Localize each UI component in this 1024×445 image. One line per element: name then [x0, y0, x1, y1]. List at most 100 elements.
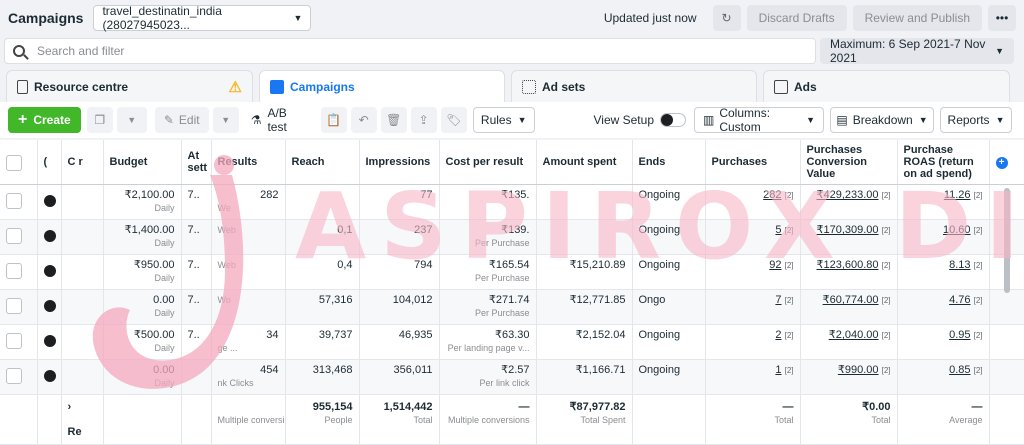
pcv-cell[interactable]: ₹2,040.00 [2]	[800, 324, 898, 360]
campaign-name-cell[interactable]	[61, 219, 104, 255]
pcv-cell[interactable]: ₹429,233.00 [2]	[800, 184, 898, 220]
date-range-picker[interactable]: Maximum: 6 Sep 2021-7 Nov 2021 ▼	[820, 37, 1014, 65]
breakdown-button[interactable]: ▤ Breakdown ▼	[830, 107, 934, 133]
col-budget[interactable]: Budget	[103, 140, 182, 185]
roas-cell[interactable]: 0.95 [2]	[897, 324, 990, 360]
row-select	[0, 324, 38, 360]
table-row[interactable]: ₹950.00 Daily 7.. Web 0,4 794 ₹165.54 Per Purch…	[0, 254, 1024, 290]
delivery-toggle[interactable]	[43, 265, 56, 277]
roas-cell[interactable]: 4.76 [2]	[897, 289, 990, 325]
add-column-icon[interactable]: +	[995, 156, 1008, 169]
tab-label: Ads	[794, 79, 817, 94]
rules-button[interactable]: Rules ▼	[472, 107, 535, 133]
col-attribution[interactable]: At sett	[181, 140, 212, 185]
row-checkbox[interactable]	[6, 263, 22, 279]
col-reach[interactable]: Reach	[285, 140, 360, 185]
reports-button[interactable]: Reports ▼	[940, 107, 1012, 133]
more-options-button[interactable]: •••	[988, 5, 1016, 31]
tab-label: Resource centre	[34, 79, 129, 94]
col-amount-spent[interactable]: Amount spent	[536, 140, 633, 185]
col-delivery[interactable]: (	[37, 140, 62, 185]
budget-cell[interactable]: ₹950.00 Daily	[103, 254, 182, 290]
tab-resource-centre[interactable]: Resource centre ⚠	[6, 70, 253, 102]
create-button[interactable]: + Create	[8, 107, 81, 133]
tag-button[interactable]: 🏷	[440, 107, 467, 133]
budget-cell[interactable]: ₹1,400.00 Daily	[103, 219, 182, 255]
purchases-cell[interactable]: 92 [2]	[705, 254, 801, 290]
table-row[interactable]: 0.00 Daily 454 nk Clicks 313,468 356,011 ₹2.57…	[0, 359, 1024, 395]
col-purchases[interactable]: Purchases	[705, 140, 801, 185]
pcv-cell[interactable]: ₹60,774.00 [2]	[800, 289, 898, 325]
row-select	[0, 219, 38, 255]
account-selector[interactable]: travel_destinatin_india (28027945023... …	[93, 4, 312, 32]
search-input[interactable]: Search and filter	[4, 38, 816, 64]
totals-pcv: ₹0.00	[862, 401, 891, 413]
delivery-toggle[interactable]	[43, 370, 56, 382]
row-checkbox[interactable]	[6, 368, 22, 384]
delivery-toggle[interactable]	[43, 300, 56, 312]
pcv-cell[interactable]: ₹990.00 [2]	[800, 359, 898, 395]
purchases-cell[interactable]: 2 [2]	[705, 324, 801, 360]
edit-dropdown[interactable]: ▼	[212, 107, 239, 133]
campaign-name-cell[interactable]	[61, 289, 104, 325]
table-row[interactable]: ₹1,400.00 Daily 7.. Web 0,1 237 ₹139. Per Purch…	[0, 219, 1024, 255]
level-tabs: Resource centre ⚠ Campaigns Ad sets Ads	[6, 70, 1016, 102]
vertical-scrollbar[interactable]	[1004, 188, 1010, 293]
view-setup-toggle[interactable]	[660, 113, 686, 127]
duplicate-dropdown[interactable]: ▼	[116, 107, 147, 133]
campaign-name-cell[interactable]	[61, 324, 104, 360]
col-impressions[interactable]: Impressions	[359, 140, 440, 185]
purchases-cell[interactable]: 5 [2]	[705, 219, 801, 255]
totals-expand[interactable]: › Re	[61, 394, 104, 445]
review-publish-button[interactable]: Review and Publish	[852, 5, 982, 31]
discard-drafts-button[interactable]: Discard Drafts	[746, 5, 847, 31]
col-campaign-name[interactable]: C r	[61, 140, 104, 185]
row-checkbox[interactable]	[6, 228, 22, 244]
budget-cell[interactable]: ₹2,100.00 Daily	[103, 184, 182, 220]
roas-cell[interactable]: 0.85 [2]	[897, 359, 990, 395]
roas-cell[interactable]: 8.13 [2]	[897, 254, 990, 290]
campaign-name-cell[interactable]	[61, 359, 104, 395]
pcv-cell[interactable]: ₹170,309.00 [2]	[800, 219, 898, 255]
campaign-name-cell[interactable]	[61, 184, 104, 220]
col-purchases-conversion-value[interactable]: Purchases Conversion Value	[800, 140, 898, 185]
refresh-button[interactable]: ↻	[712, 5, 741, 31]
tab-campaigns[interactable]: Campaigns	[259, 70, 505, 102]
row-checkbox[interactable]	[6, 298, 22, 314]
purchases-cell[interactable]: 1 [2]	[705, 359, 801, 395]
clipboard-button[interactable]: 📋	[320, 107, 347, 133]
duplicate-button[interactable]: ❐	[86, 107, 113, 133]
chevron-down-icon: ▼	[995, 115, 1005, 125]
row-checkbox[interactable]	[6, 333, 22, 349]
col-results[interactable]: Results	[211, 140, 286, 185]
col-ends[interactable]: Ends	[632, 140, 706, 185]
row-checkbox[interactable]	[6, 193, 22, 209]
columns-button[interactable]: ▥ Columns: Custom ▼	[694, 106, 824, 134]
campaign-name-cell[interactable]	[61, 254, 104, 290]
purchases-cell[interactable]: 7 [2]	[705, 289, 801, 325]
roas-cell[interactable]: 11.26 [2]	[897, 184, 990, 220]
delete-button[interactable]: 🗑	[380, 107, 407, 133]
col-purchase-roas[interactable]: Purchase ROAS (return on ad spend)	[897, 140, 990, 185]
roas-cell[interactable]: 10.60 [2]	[897, 219, 990, 255]
delivery-toggle[interactable]	[43, 230, 56, 242]
delivery-toggle[interactable]	[43, 335, 56, 347]
pencil-icon: ✎	[163, 113, 174, 127]
table-row[interactable]: 0.00 Daily 7.. Wo 57,316 104,012 ₹271.74 Per Pu…	[0, 289, 1024, 325]
table-row[interactable]: ₹2,100.00 Daily 7.. 282 We 77 ₹135. Ongoing 282 …	[0, 184, 1024, 220]
select-all-checkbox[interactable]	[6, 154, 22, 171]
purchases-cell[interactable]: 282 [2]	[705, 184, 801, 220]
ab-test-button[interactable]: ⚗ A/B test	[242, 106, 317, 134]
budget-cell[interactable]: 0.00 Daily	[103, 359, 182, 395]
delivery-toggle[interactable]	[43, 195, 56, 207]
undo-button[interactable]: ↶	[350, 107, 377, 133]
table-row[interactable]: ₹500.00 Daily 7.. 34 ge ... 39,737 46,935 ₹63.3…	[0, 324, 1024, 360]
budget-cell[interactable]: 0.00 Daily	[103, 289, 182, 325]
col-cost-per-result[interactable]: Cost per result	[439, 140, 537, 185]
pcv-cell[interactable]: ₹123,600.80 [2]	[800, 254, 898, 290]
budget-cell[interactable]: ₹500.00 Daily	[103, 324, 182, 360]
tab-ad-sets[interactable]: Ad sets	[511, 70, 757, 102]
edit-button[interactable]: ✎ Edit	[154, 107, 209, 133]
tab-ads[interactable]: Ads	[763, 70, 1010, 102]
preview-button[interactable]: ⇪	[410, 107, 437, 133]
